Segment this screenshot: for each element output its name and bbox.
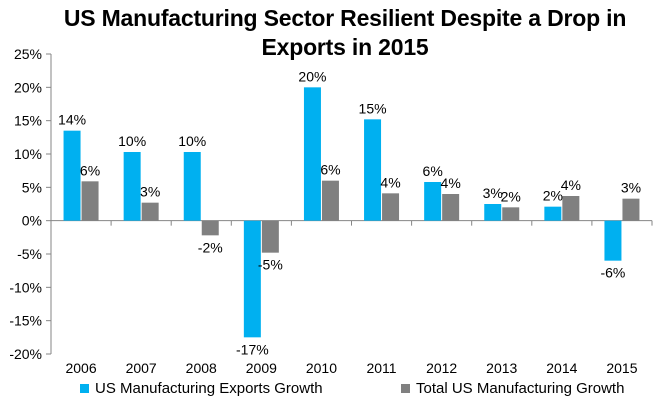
y-tick-label: -15% (9, 313, 42, 329)
data-label-exports: 10% (178, 133, 206, 149)
x-tick-label: 2009 (246, 360, 277, 376)
bar-total (201, 220, 219, 236)
data-label-exports: 15% (359, 100, 387, 116)
legend-label-total: Total US Manufacturing Growth (416, 380, 625, 397)
data-label-total: 4% (441, 175, 461, 191)
bar-exports (364, 119, 382, 221)
bar-total (562, 196, 580, 221)
data-label-exports: 10% (118, 133, 146, 149)
bar-total (622, 198, 640, 221)
y-tick-label: 10% (14, 146, 42, 162)
bar-exports (604, 220, 622, 261)
bar-total (502, 207, 520, 221)
data-label-exports: 14% (58, 112, 86, 128)
data-label-total: 6% (320, 162, 340, 178)
y-tick-label: -5% (17, 246, 42, 262)
data-label-exports: 3% (483, 185, 503, 201)
bar-total (261, 220, 279, 253)
x-tick-label: 2007 (126, 360, 157, 376)
x-tick-label: 2012 (426, 360, 457, 376)
legend-label-exports: US Manufacturing Exports Growth (95, 380, 323, 397)
bars (63, 87, 640, 338)
bar-exports (424, 182, 442, 221)
data-label-total: 6% (80, 162, 100, 178)
data-label-total: 4% (380, 174, 400, 190)
bar-total (321, 180, 339, 221)
x-tick-label: 2014 (546, 360, 577, 376)
legend-item-total: Total US Manufacturing Growth (401, 380, 624, 397)
legend-swatch-total (401, 384, 410, 393)
x-tick-label: 2006 (65, 360, 96, 376)
data-label-total: 3% (621, 180, 641, 196)
data-label-exports: 6% (423, 163, 443, 179)
tick-labels: 25% 20% 15% 10% 5% 0% -5% -10% -15% -20% 2006 2007 2… (9, 46, 637, 376)
y-tick-label: 0% (22, 213, 42, 229)
legend-item-exports: US Manufacturing Exports Growth (80, 380, 323, 397)
y-tick-label: 25% (14, 46, 42, 62)
x-tick-label: 2008 (186, 360, 217, 376)
data-label-total: 3% (140, 184, 160, 200)
data-label-total: 2% (501, 188, 521, 204)
legend-swatch-exports (80, 384, 89, 393)
bar-chart: 14%6%10%3%10%-2%-17%-5%20%6%15%4%6%4%3%2… (9, 46, 653, 376)
y-tick-label: 20% (14, 79, 42, 95)
bar-exports (303, 87, 321, 221)
y-tick-label: 5% (22, 179, 42, 195)
data-label-exports: -6% (600, 265, 625, 281)
bar-exports (484, 204, 502, 221)
bar-exports (544, 206, 562, 221)
bar-exports (183, 152, 201, 221)
x-tick-label: 2015 (606, 360, 637, 376)
chart-title: US Manufacturing Sector Resilient Despit… (63, 5, 627, 60)
y-tick-label: -20% (9, 346, 42, 362)
data-labels: 14%6%10%3%10%-2%-17%-5%20%6%15%4%6%4%3%2… (58, 68, 641, 357)
bar-total (382, 193, 400, 221)
bar-exports (63, 130, 81, 221)
y-tick-label: -10% (9, 279, 42, 295)
data-label-total: -5% (258, 257, 283, 273)
bar-exports (243, 220, 261, 338)
y-tick-label: 15% (14, 113, 42, 129)
bar-total (141, 202, 159, 221)
bar-total (442, 194, 460, 221)
x-tick-label: 2011 (366, 360, 396, 376)
bar-exports (123, 152, 141, 221)
data-label-exports: 2% (543, 188, 563, 204)
data-label-exports: 20% (298, 68, 326, 84)
x-tick-label: 2013 (486, 360, 517, 376)
data-label-total: 4% (561, 177, 581, 193)
legend: US Manufacturing Exports Growth Total US… (0, 380, 665, 402)
x-tick-label: 2010 (306, 360, 337, 376)
data-label-total: -2% (198, 239, 223, 255)
data-label-exports: -17% (236, 341, 269, 357)
bar-total (81, 181, 99, 221)
